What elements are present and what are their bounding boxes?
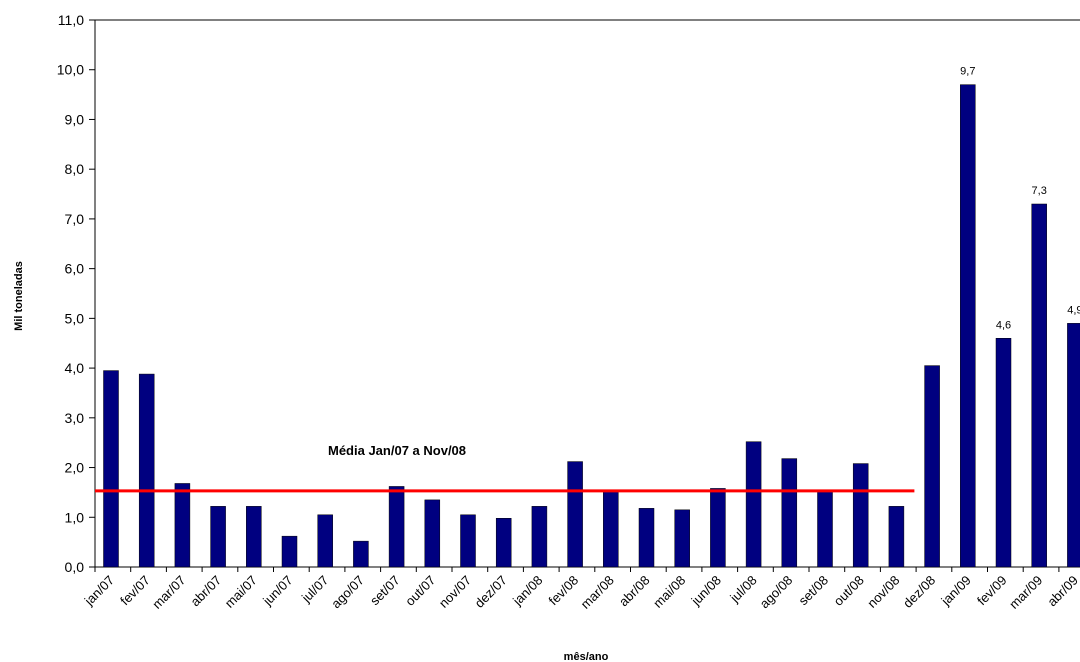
- x-tick-label: dez/08: [900, 573, 938, 611]
- bar-mar-07: [174, 483, 191, 568]
- x-tick-label: jun/08: [688, 573, 724, 609]
- x-tick-label: abr/08: [616, 573, 653, 610]
- bar-ago-07: [353, 540, 369, 568]
- bars: [103, 84, 1080, 568]
- x-tick-label: jul/07: [298, 573, 331, 606]
- bar-jun-08: [710, 488, 726, 568]
- y-tick-label: 3,0: [65, 410, 85, 426]
- bar-mar-09: [1031, 203, 1047, 568]
- x-tick-label: fev/07: [117, 573, 153, 609]
- y-tick-label: 8,0: [65, 161, 85, 177]
- bar-fev-09: [995, 338, 1012, 568]
- x-tick-label: ago/08: [757, 573, 796, 612]
- y-tick-label: 6,0: [65, 261, 85, 277]
- x-tick-label: dez/07: [472, 573, 510, 611]
- x-axis-title: mês/ano: [564, 651, 609, 662]
- bar-fev-07: [138, 373, 155, 568]
- y-tick-label: 10,0: [57, 62, 84, 78]
- data-label: 4,6: [996, 319, 1011, 331]
- bar-jan-07: [103, 370, 119, 568]
- bar-mai-08: [674, 509, 690, 568]
- bar-jan-08: [531, 506, 548, 568]
- bar-mai-07: [246, 506, 262, 568]
- y-tick-label: 4,0: [65, 360, 85, 376]
- y-tick-label: 2,0: [65, 460, 85, 476]
- bar-mar-08: [603, 491, 619, 568]
- bar-abr-08: [638, 508, 655, 568]
- bar-ago-08: [781, 458, 798, 568]
- x-tick-label: jun/07: [259, 573, 295, 609]
- x-tick-label: out/08: [831, 573, 867, 609]
- bar-jan-09: [960, 84, 976, 568]
- y-tick-label: 9,0: [65, 111, 85, 127]
- data-label: 7,3: [1032, 185, 1047, 197]
- bar-dez-07: [495, 518, 512, 568]
- bar-out-08: [852, 463, 869, 568]
- x-tick-label: nov/07: [436, 573, 474, 611]
- y-tick-label: 0,0: [65, 559, 85, 575]
- x-tick-label: nov/08: [864, 573, 902, 611]
- bar-jul-07: [317, 514, 333, 568]
- y-axis-title: Mil toneladas: [13, 261, 25, 331]
- bar-labels: 9,7 4,6 7,3 4,9: [960, 66, 1080, 332]
- x-tick-label: fev/09: [974, 573, 1010, 609]
- x-tick-label: mai/08: [650, 573, 688, 611]
- bar-dez-08: [924, 365, 940, 568]
- bar-fev-08: [567, 461, 583, 568]
- average-label: Média Jan/07 a Nov/08: [328, 443, 466, 458]
- x-tick-label: jul/08: [726, 573, 759, 606]
- bar-nov-08: [888, 506, 905, 568]
- bar-abr-09: [1067, 323, 1080, 568]
- y-ticks: 0,0 1,0 2,0 3,0 4,0 5,0 6,0 7,0 8,0 9,0 10,0 11,0: [57, 12, 95, 575]
- data-label: 4,9: [1067, 304, 1080, 316]
- bar-jun-07: [281, 535, 298, 568]
- x-tick-label: ago/07: [328, 573, 367, 612]
- x-tick-label: mai/07: [222, 573, 260, 611]
- x-tick-label: mar/08: [578, 573, 617, 612]
- bar-jul-08: [745, 441, 762, 568]
- x-tick-label: abr/07: [188, 573, 225, 610]
- y-tick-label: 11,0: [58, 12, 84, 28]
- x-tick-label: set/07: [367, 573, 403, 609]
- bar-nov-07: [460, 514, 476, 568]
- y-tick-label: 5,0: [65, 310, 85, 326]
- bar-abr-07: [210, 506, 226, 568]
- x-tick-label: jan/08: [509, 573, 545, 609]
- x-tick-label: set/08: [795, 573, 831, 609]
- x-tick-label: mar/07: [149, 573, 188, 612]
- x-tick-label: abr/09: [1044, 573, 1080, 610]
- bar-set-08: [817, 491, 833, 568]
- x-tick-label: mar/09: [1006, 573, 1045, 612]
- x-tick-label: jan/09: [938, 573, 974, 609]
- x-tick-label: out/07: [402, 573, 438, 609]
- bar-set-07: [388, 486, 405, 568]
- bar-out-07: [424, 499, 441, 568]
- y-tick-label: 1,0: [65, 509, 85, 525]
- x-tick-label: fev/08: [546, 573, 582, 609]
- data-label: 9,7: [960, 66, 975, 78]
- y-tick-label: 7,0: [65, 211, 85, 227]
- x-tick-label: jan/07: [81, 573, 117, 609]
